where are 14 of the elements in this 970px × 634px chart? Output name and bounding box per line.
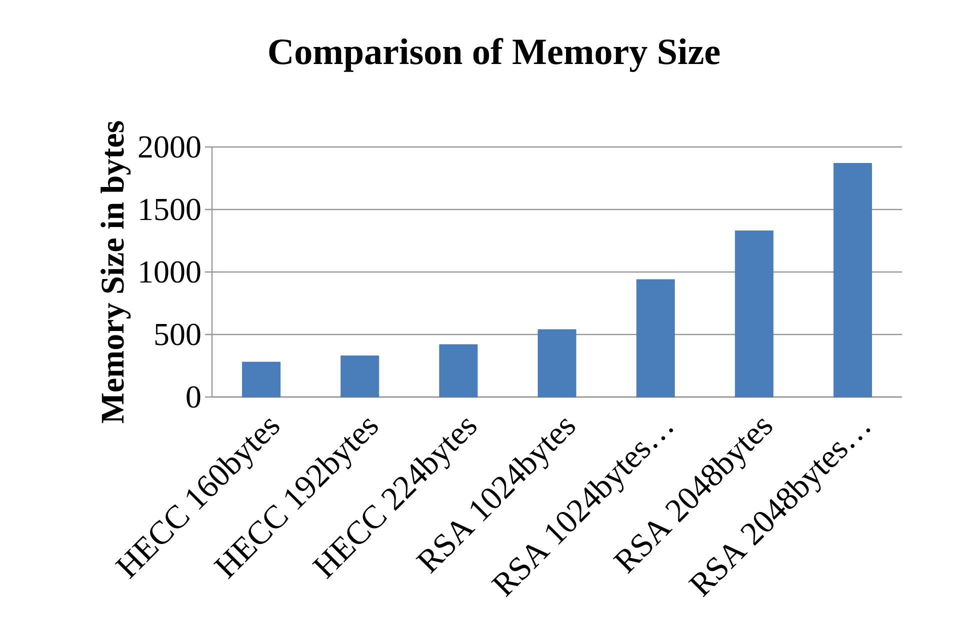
bar	[538, 329, 576, 398]
y-tick-label: 500	[155, 324, 200, 346]
bar	[242, 362, 280, 398]
chart-title: Comparison of Memory Size	[269, 38, 720, 72]
y-tick-label: 2000	[138, 136, 200, 158]
y-axis-title: Memory Size in bytes	[100, 121, 131, 424]
y-tick-label: 1500	[140, 198, 200, 220]
bar	[734, 230, 774, 398]
bar	[636, 279, 675, 398]
bar	[834, 163, 872, 398]
y-tick-label: 1000	[140, 261, 200, 283]
bar	[340, 356, 380, 398]
bar	[439, 344, 478, 398]
y-tick-label: 0	[186, 386, 200, 408]
